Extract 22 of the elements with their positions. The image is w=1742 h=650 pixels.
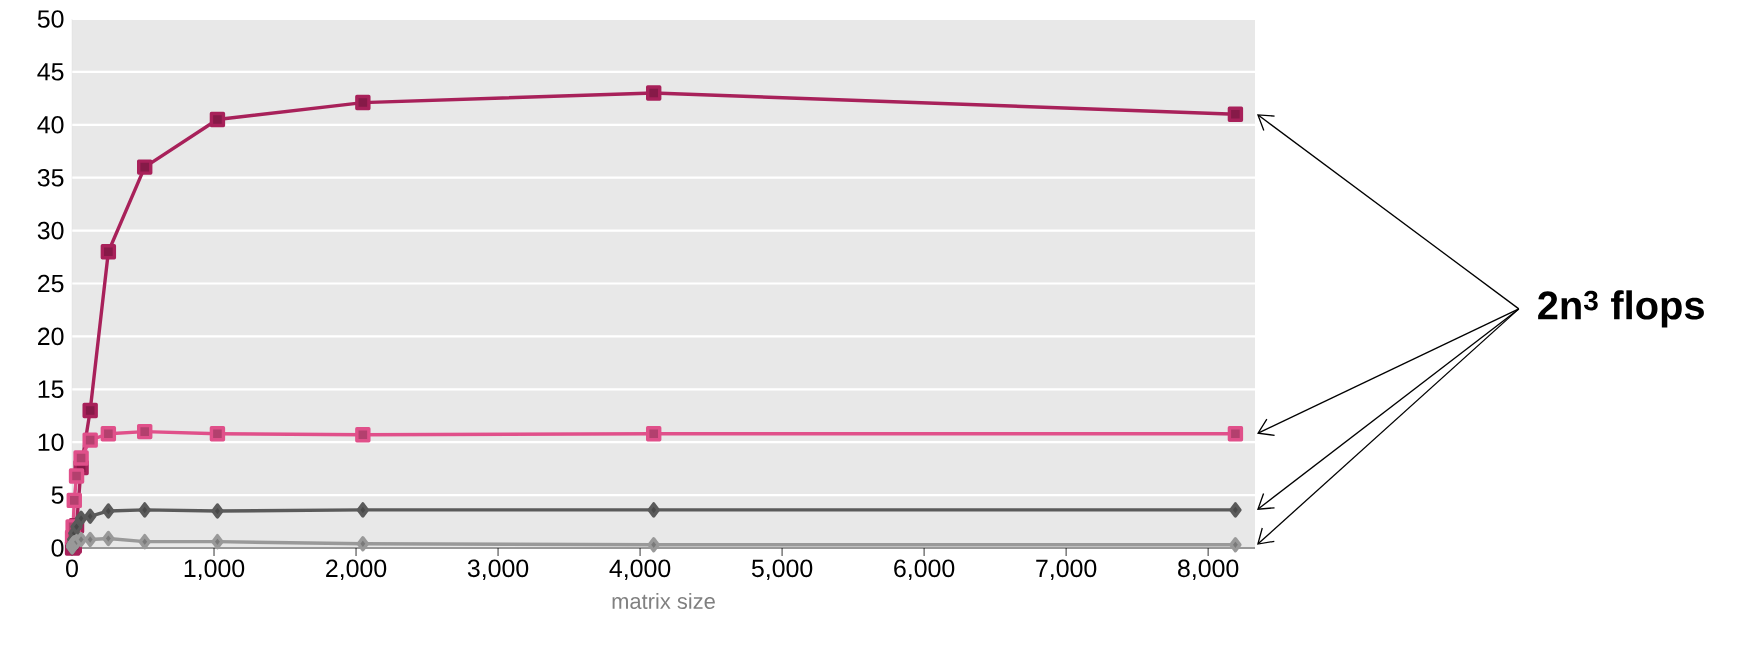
x-tick-label: 2,000 [326, 559, 387, 581]
text: 2n$^{3}$ flops [1538, 290, 1704, 328]
y-tick-label: 30 [37, 221, 64, 240]
x-tick-label: 6,000 [894, 559, 955, 581]
x-tick-label: 3,000 [467, 559, 529, 581]
x-tick-label: 0 [66, 559, 78, 578]
x-tick-label: 4,000 [609, 559, 671, 581]
y-tick-label: 20 [38, 327, 64, 346]
y-tick-label: 50 [37, 10, 64, 28]
y-tick-label: 0 [51, 539, 64, 557]
y-tick-label: 10 [38, 433, 64, 452]
y-tick-label: 5 [51, 486, 64, 504]
x-axis-title: matrix size [612, 592, 715, 610]
x-tick-label: 8,000 [1178, 559, 1239, 581]
y-tick-label: 15 [38, 380, 64, 398]
x-tick-label: 7,000 [1036, 559, 1097, 581]
x-tick-label: 1,000 [184, 559, 245, 581]
y-tick-label: 40 [37, 115, 64, 134]
y-tick-label: 25 [38, 274, 64, 293]
x-tick-label: 5,000 [751, 559, 813, 581]
y-tick-label: 45 [37, 63, 64, 81]
y-tick-label: 35 [37, 168, 64, 187]
